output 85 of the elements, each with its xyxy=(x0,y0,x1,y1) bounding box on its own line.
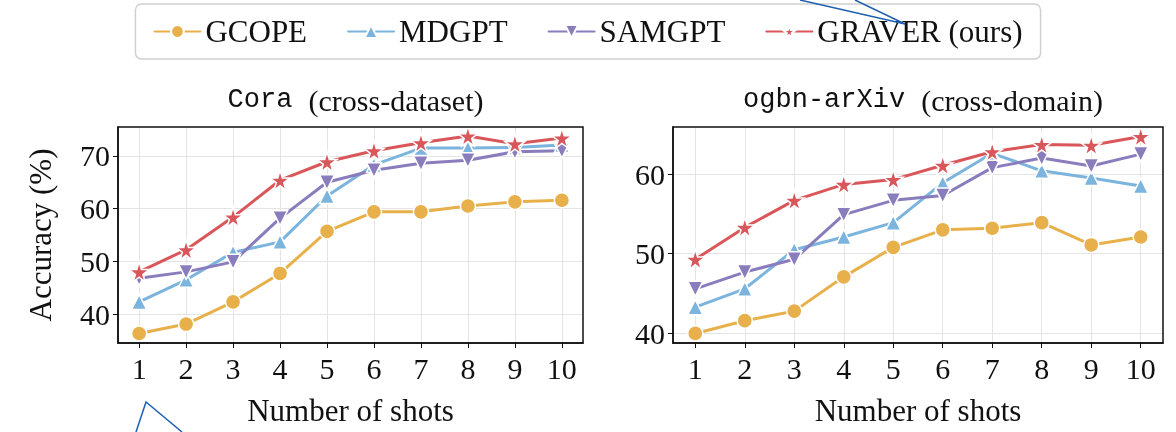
x-tick-label: 2 xyxy=(737,351,753,385)
point xyxy=(1083,236,1100,254)
x-tick-label: 3 xyxy=(225,351,241,385)
point xyxy=(1132,177,1149,195)
chart-title: ogbn-arXiv (cross-domain) xyxy=(743,83,1103,118)
point xyxy=(1080,134,1102,157)
chart-title: Cora (cross-dataset) xyxy=(227,83,484,118)
point xyxy=(1132,228,1149,246)
point xyxy=(177,315,195,333)
legend-label: GRAVER (ours) xyxy=(817,14,1023,49)
point xyxy=(553,191,571,209)
point xyxy=(934,187,951,204)
x-tick-label: 6 xyxy=(366,351,382,385)
x-tick-label: 1 xyxy=(687,351,703,385)
point xyxy=(410,132,432,154)
point xyxy=(318,174,336,191)
point xyxy=(412,155,430,172)
point xyxy=(783,189,806,212)
x-tick-label: 8 xyxy=(1034,351,1050,385)
y-tick-label: 40 xyxy=(80,297,110,331)
point xyxy=(882,168,904,191)
y-tick-label: 40 xyxy=(635,316,665,350)
point xyxy=(365,161,383,179)
x-tick-label: 7 xyxy=(984,351,1000,385)
y-tick-label: 70 xyxy=(80,139,110,173)
point xyxy=(885,214,902,231)
point xyxy=(504,133,526,155)
point xyxy=(786,302,803,320)
point xyxy=(687,325,704,342)
legend-label: GCOPE xyxy=(205,14,308,49)
point xyxy=(687,280,704,298)
x-tick-label: 1 xyxy=(131,351,147,385)
y-tick-label: 50 xyxy=(80,244,110,278)
point xyxy=(459,151,477,169)
point xyxy=(687,298,704,316)
x-tick-label: 10 xyxy=(1125,351,1156,385)
point xyxy=(1129,125,1152,148)
y-tick-label: 50 xyxy=(635,237,665,271)
y-tick-label: 60 xyxy=(80,192,110,226)
point xyxy=(506,193,524,211)
x-tick-label: 8 xyxy=(460,351,476,385)
point xyxy=(1033,214,1050,231)
point xyxy=(269,169,291,191)
x-tick-label: 3 xyxy=(786,351,802,385)
x-tick-label: 2 xyxy=(178,351,194,385)
point xyxy=(786,251,803,268)
point xyxy=(833,173,855,196)
legend-label: MDGPT xyxy=(399,14,508,49)
x-tick-label: 6 xyxy=(935,351,951,385)
point xyxy=(1132,145,1149,163)
point xyxy=(1030,133,1053,156)
point xyxy=(835,268,853,286)
y-tick-label: 60 xyxy=(635,157,665,191)
point xyxy=(934,221,951,239)
point xyxy=(736,312,754,329)
x-tick-label: 5 xyxy=(319,351,335,385)
point xyxy=(224,253,242,271)
point xyxy=(316,151,338,173)
point xyxy=(365,203,383,221)
point xyxy=(318,223,336,240)
point xyxy=(885,239,902,256)
point xyxy=(885,192,902,209)
point xyxy=(984,219,1001,237)
point xyxy=(412,203,430,221)
x-axis-title: Number of shots xyxy=(814,393,1022,428)
point xyxy=(175,239,197,261)
point xyxy=(224,293,242,311)
x-tick-label: 4 xyxy=(272,351,288,385)
point xyxy=(363,139,385,162)
x-tick-label: 7 xyxy=(413,351,429,385)
x-tick-label: 10 xyxy=(546,351,577,385)
point xyxy=(932,154,954,177)
y-axis-title: Accuracy (%) xyxy=(23,148,58,322)
point xyxy=(128,261,150,283)
x-tick-label: 5 xyxy=(885,351,901,385)
x-tick-label: 4 xyxy=(836,351,852,385)
x-tick-label: 9 xyxy=(1083,351,1099,385)
point xyxy=(222,206,244,228)
point xyxy=(130,325,148,342)
point xyxy=(459,197,477,215)
point xyxy=(271,265,289,282)
legend-label: SAMGPT xyxy=(599,14,726,49)
x-tick-label: 9 xyxy=(507,351,523,385)
point xyxy=(457,125,479,147)
x-axis-title: Number of shots xyxy=(247,393,454,428)
